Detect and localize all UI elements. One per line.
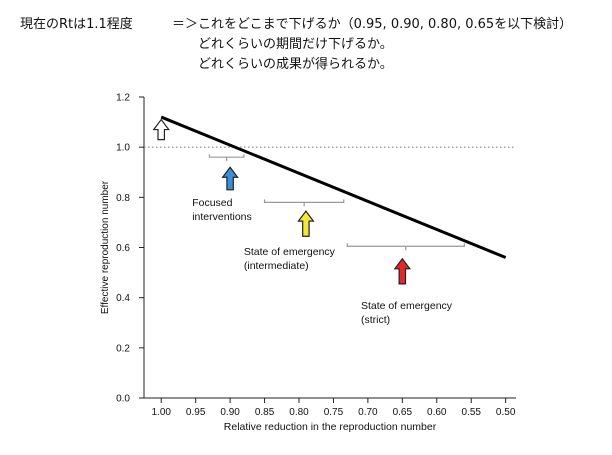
x-axis-label: Relative reduction in the reproduction n… [224,421,437,433]
x-tick-label: 0.50 [496,407,516,418]
header-current-rt: 現在のRtは1.1程度 [20,17,133,32]
x-tick-label: 0.90 [220,407,240,418]
header-question-line2: どれくらいの期間だけ下げるか。 [198,37,393,52]
y-tick-label: 0.6 [116,243,130,254]
bracket-focused [208,154,245,162]
header-question-line1: ＝＞これをどこまで下げるか（0.95, 0.90, 0.80, 0.65を以下検… [172,17,573,32]
y-tick-label: 1.2 [116,93,130,104]
x-tick-label: 0.75 [324,407,344,418]
label-strict-line1: State of emergency [361,300,453,312]
x-tick-label: 1.00 [151,407,171,418]
y-tick-label: 0.4 [116,293,130,304]
arrow-focused [221,166,239,191]
start-marker-arrow [152,118,170,141]
label-focused-line2: interventions [192,211,252,223]
header-question-line3: どれくらいの成果が得られるか。 [198,57,393,72]
x-tick-label: 0.70 [358,407,378,418]
label-strict-line2: (strict) [361,314,390,326]
label-intermediate-line1: State of emergency [244,246,336,258]
bracket-intermediate [263,199,345,207]
x-tick-label: 0.60 [427,407,447,418]
x-tick-label: 0.55 [461,407,481,418]
y-tick-label: 0.0 [116,394,130,405]
bracket-strict [346,243,465,251]
series-line-1 [160,115,507,259]
arrow-intermediate [297,210,315,237]
arrow-strict [393,257,412,285]
label-intermediate-line2: (intermediate) [244,260,309,272]
y-tick-label: 0.2 [116,343,130,354]
series-group [160,115,507,259]
x-tick-label: 0.65 [393,407,413,418]
label-focused-line1: Focused [192,197,232,209]
y-axis-label: Effective reproduction number [100,180,111,314]
tick-labels-group: 0.0 0.2 0.4 0.6 0.8 1.0 1.2 1.00 0.95 0.90 0.85 0.8… [116,93,516,419]
y-tick-label: 0.8 [116,193,130,204]
x-tick-label: 0.85 [255,407,275,418]
y-tick-label: 1.0 [116,143,130,154]
x-tick-label: 0.95 [186,407,206,418]
annotations-group: Focused interventions State of emergency (i… [152,118,465,326]
x-tick-label: 0.80 [289,407,309,418]
